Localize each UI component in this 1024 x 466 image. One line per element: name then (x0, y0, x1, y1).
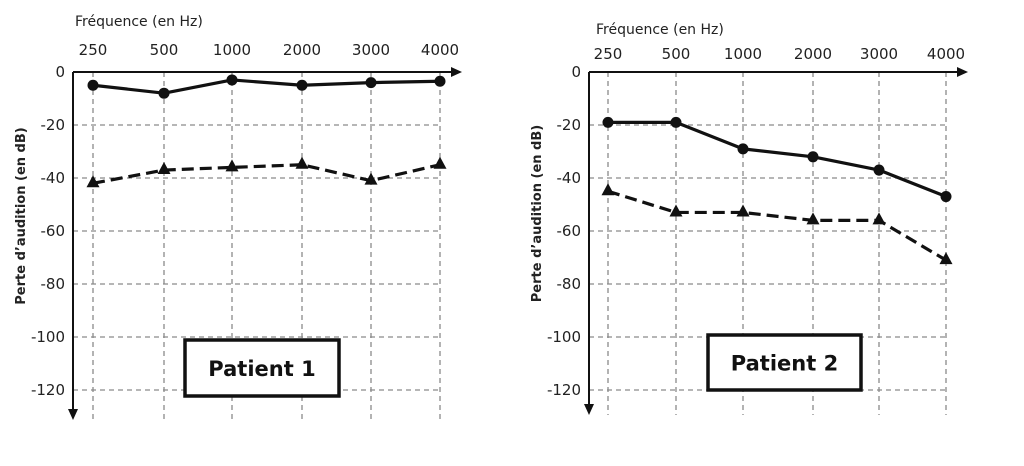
data-point-circle (365, 77, 377, 89)
data-point-circle (940, 191, 952, 203)
y-tick-label: 0 (55, 63, 65, 81)
y-tick-label: -120 (31, 381, 65, 399)
data-point-circle (226, 74, 238, 86)
y-tick-label: -40 (557, 169, 582, 187)
data-point-triangle (295, 156, 309, 169)
x-tick-label: 3000 (352, 41, 390, 59)
y-tick-label: 0 (571, 63, 581, 81)
data-point-circle (602, 116, 614, 128)
y-axis-title: Perte d’audition (en dB) (530, 125, 545, 302)
data-point-circle (296, 79, 308, 91)
chart-panel-2: 0 -20 -40 -60 -80 -100 -120 250 500 1000 2000 3000 4… (530, 22, 968, 415)
patient-label-box (183, 338, 341, 398)
x-tick-label: 250 (79, 41, 108, 59)
y-axis-title: Perte d’audition (en dB) (14, 127, 29, 304)
x-tick-label: 250 (594, 45, 623, 63)
y-tick-label: -60 (41, 222, 66, 240)
data-point-triangle (806, 212, 820, 225)
y-tick-label: -120 (547, 381, 581, 399)
y-tick-label: -80 (41, 275, 66, 293)
y-axis-arrow-icon (68, 409, 78, 420)
patient-label: Patient 1 (208, 357, 315, 381)
y-axis-arrow-icon (584, 404, 594, 415)
series-line-dashed-triangles (92, 163, 441, 185)
data-point-circle (87, 79, 99, 91)
data-point-circle (737, 143, 749, 155)
y-tick-label: -100 (31, 328, 65, 346)
series-line-dashed-triangles (607, 189, 947, 262)
data-point-circle (434, 75, 446, 87)
data-point-circle (158, 87, 170, 99)
data-point-triangle (939, 252, 953, 265)
x-tick-label: 2000 (283, 41, 321, 59)
x-axis-title: Fréquence (en Hz) (75, 14, 203, 30)
data-point-triangle (433, 156, 447, 169)
chart-panel-1: 0 -20 -40 -60 -80 -100 -120 250 500 1000 2000 3000 4… (14, 14, 462, 420)
y-tick-label: -20 (557, 116, 582, 134)
x-tick-label: 500 (150, 41, 179, 59)
x-tick-label: 2000 (794, 45, 832, 63)
data-point-circle (807, 151, 819, 163)
y-tick-label: -80 (557, 275, 582, 293)
y-tick-label: -20 (41, 116, 66, 134)
data-point-triangle (872, 212, 886, 225)
data-point-triangle (736, 204, 750, 217)
patient-label-box (706, 333, 863, 392)
data-point-circle (873, 164, 885, 176)
x-tick-label: 3000 (860, 45, 898, 63)
y-tick-label: -60 (557, 222, 582, 240)
x-axis-arrow-icon (957, 67, 968, 77)
x-tick-label: 500 (662, 45, 691, 63)
data-point-triangle (601, 183, 615, 196)
x-tick-label: 1000 (213, 41, 251, 59)
data-point-triangle (86, 175, 100, 188)
y-tick-label: -40 (41, 169, 66, 187)
x-tick-label: 4000 (421, 41, 459, 59)
data-point-triangle (364, 172, 378, 185)
x-axis-title: Fréquence (en Hz) (596, 22, 724, 38)
data-point-triangle (669, 204, 683, 217)
data-point-triangle (157, 162, 171, 175)
x-tick-label: 4000 (927, 45, 965, 63)
series-line-solid-circles (608, 120, 947, 199)
x-tick-label: 1000 (724, 45, 762, 63)
data-point-triangle (225, 159, 239, 172)
data-point-circle (670, 116, 682, 128)
x-axis-arrow-icon (451, 67, 462, 77)
series-line-solid-circles (92, 78, 441, 95)
patient-label: Patient 2 (731, 352, 838, 376)
y-tick-label: -100 (547, 328, 581, 346)
